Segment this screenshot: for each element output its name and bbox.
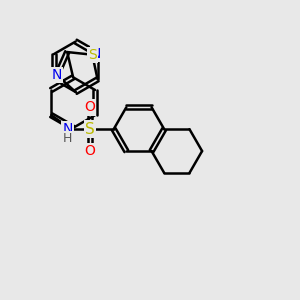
Text: S: S xyxy=(85,122,95,137)
Text: O: O xyxy=(85,100,95,115)
Text: O: O xyxy=(85,144,95,158)
Text: N: N xyxy=(91,47,101,61)
Text: S: S xyxy=(88,48,97,62)
Text: H: H xyxy=(63,132,72,145)
Text: N: N xyxy=(52,68,62,82)
Text: N: N xyxy=(62,122,73,136)
